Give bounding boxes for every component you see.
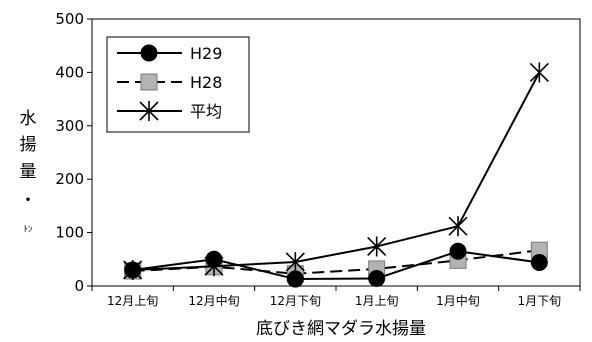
series-line-2 (132, 71, 541, 271)
series-2-point (448, 216, 468, 237)
x-axis-label: 底びき網マダラ水揚量 (256, 319, 426, 339)
series-0-point (530, 254, 548, 272)
series-0-point (368, 270, 386, 288)
x-tick-label: 1月中旬 (436, 293, 480, 308)
legend-marker-0 (140, 44, 158, 62)
x-ticks: 12月上旬 12月中旬 12月下旬 1月上旬 1月中旬 1月下旬 (91, 286, 581, 308)
y-axis-label-1: 水 (20, 109, 37, 129)
legend-label-2: 平均 (190, 102, 222, 121)
series-layer (123, 62, 549, 288)
y-tick-label: 500 (55, 10, 84, 28)
series-0-point (449, 242, 467, 260)
y-axis-label-5: ﾄﾝ (23, 225, 33, 235)
y-tick-label: 0 (74, 277, 84, 295)
legend-marker-1 (140, 73, 158, 91)
legend-label-0: H29 (190, 44, 222, 63)
y-tick-label: 200 (55, 170, 84, 188)
legend-box (106, 36, 250, 133)
series-2-point (123, 259, 143, 280)
y-axis-label-3: 量 (20, 162, 37, 182)
y-tick-label: 100 (55, 224, 84, 242)
x-tick-label: 12月上旬 (107, 294, 158, 308)
series-0-point (286, 270, 304, 288)
x-tick-label: 1月上旬 (355, 294, 399, 308)
y-ticks: 0 100 200 300 400 500 (55, 10, 92, 295)
series-2-point (285, 251, 305, 272)
series-2-point (204, 256, 224, 277)
y-axis-label-4: ・ (20, 191, 37, 211)
y-tick-label: 300 (55, 117, 84, 135)
legend: H29 H28 平均 (106, 36, 250, 133)
y-axis-label-2: 揚 (20, 135, 37, 155)
y-tick-label: 400 (55, 63, 84, 81)
series-line-0 (132, 250, 540, 281)
series-2-point (529, 62, 549, 83)
series-2-point (367, 236, 387, 257)
series-line-1 (132, 249, 540, 275)
x-tick-label: 1月下旬 (518, 294, 562, 308)
legend-label-1: H28 (190, 73, 222, 92)
x-tick-label: 12月下旬 (270, 294, 321, 308)
x-tick-label: 12月中旬 (188, 293, 239, 308)
legend-marker-2 (139, 101, 159, 121)
